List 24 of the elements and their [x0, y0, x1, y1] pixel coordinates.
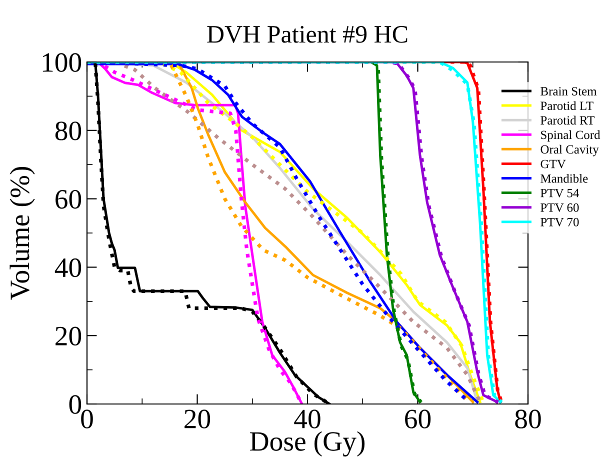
- legend-label: Spinal Cord: [541, 130, 600, 142]
- y-tick-label: 60: [56, 190, 82, 209]
- y-tick-label: 20: [56, 326, 82, 346]
- y-tick-label: 40: [54, 258, 82, 278]
- legend-label: Parotid LT: [540, 101, 594, 110]
- legend-label: Mandible: [540, 174, 588, 183]
- legend-label: PTV 70: [540, 218, 579, 226]
- legend-label: Brain Stem: [540, 87, 597, 96]
- x-axis-title: Dose (Gy): [250, 431, 365, 457]
- legend-label: GTV: [540, 160, 566, 168]
- y-tick-label: 0: [69, 395, 82, 414]
- y-axis-title: Volume (%): [10, 166, 35, 300]
- x-tick-label: 40: [294, 410, 320, 428]
- legend-label: PTV 54: [540, 188, 580, 198]
- y-tick-label: 80: [55, 122, 82, 140]
- x-tick-label: 80: [515, 410, 541, 428]
- x-tick-label: 60: [405, 410, 431, 428]
- legend-label: PTV 60: [540, 203, 579, 212]
- x-tick-label: 20: [184, 410, 210, 428]
- legend-label: Oral Cavity: [540, 144, 599, 156]
- x-tick-label: 0: [81, 410, 93, 428]
- chart-title: DVH Patient #9 HC: [207, 26, 408, 43]
- legend-label: Parotid RT: [540, 116, 594, 125]
- y-tick-label: 100: [42, 53, 82, 72]
